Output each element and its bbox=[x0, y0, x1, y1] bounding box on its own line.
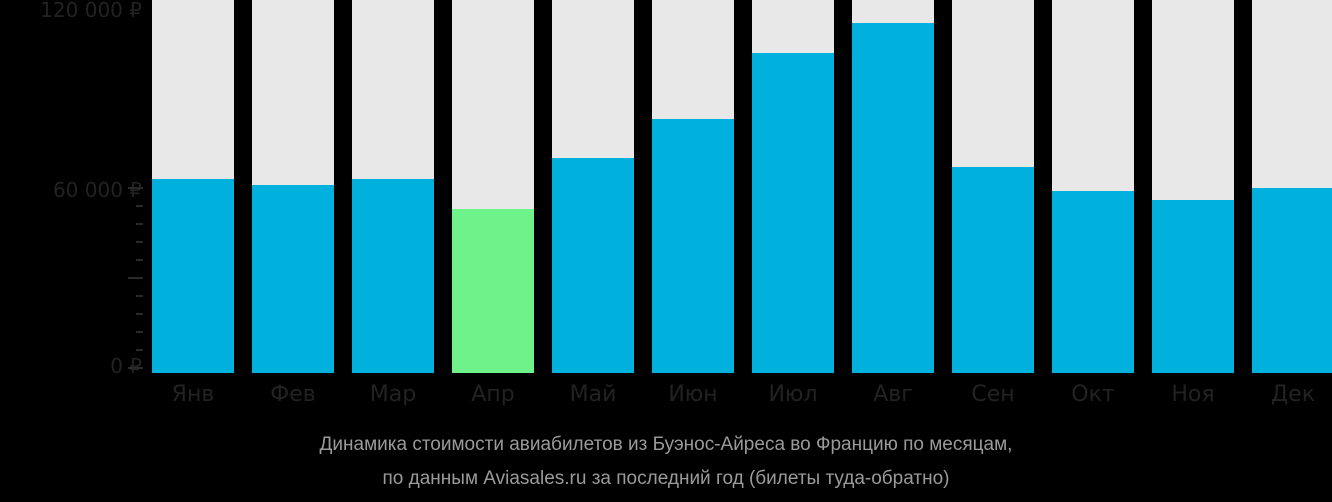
bar-8[interactable] bbox=[952, 167, 1034, 373]
y-axis-label-zero: 0 ₽ bbox=[110, 354, 142, 378]
x-axis-label: Дек bbox=[1270, 382, 1315, 407]
x-axis-label: Фев bbox=[270, 382, 316, 407]
y-axis-major-tick bbox=[128, 367, 143, 369]
y-axis-minor-tick bbox=[136, 259, 143, 261]
y-axis-minor-tick bbox=[136, 349, 143, 351]
chart-caption-line2: по данным Aviasales.ru за последний год … bbox=[382, 468, 950, 489]
x-axis-label: Июл bbox=[768, 382, 818, 407]
bar-9[interactable] bbox=[1052, 191, 1134, 373]
x-axis-label: Ноя bbox=[1171, 382, 1215, 407]
x-axis-label: Окт bbox=[1071, 382, 1115, 407]
y-axis-minor-tick bbox=[136, 241, 143, 243]
y-axis-minor-tick bbox=[136, 331, 143, 333]
x-axis-label: Сен bbox=[971, 382, 1015, 407]
y-axis-major-tick bbox=[128, 187, 143, 189]
bar-1[interactable] bbox=[252, 185, 334, 373]
y-axis-minor-tick bbox=[136, 205, 143, 207]
bar-0[interactable] bbox=[152, 179, 234, 373]
x-axis-label: Апр bbox=[471, 382, 515, 407]
bar-2[interactable] bbox=[352, 179, 434, 373]
y-axis-major-tick bbox=[128, 277, 143, 279]
y-axis-minor-tick bbox=[136, 313, 143, 315]
bar-4[interactable] bbox=[552, 158, 634, 373]
y-axis-minor-tick bbox=[136, 295, 143, 297]
bar-11[interactable] bbox=[1252, 188, 1332, 373]
y-axis-label-max: 120 000 ₽ bbox=[40, 0, 142, 22]
bar-5[interactable] bbox=[652, 119, 734, 373]
x-axis-label: Мар bbox=[369, 382, 417, 407]
bar-3[interactable] bbox=[452, 209, 534, 373]
x-axis-label: Май bbox=[569, 382, 617, 407]
x-axis-label: Июн bbox=[668, 382, 718, 407]
y-axis-label-mid: 60 000 ₽ bbox=[52, 178, 142, 202]
bar-10[interactable] bbox=[1152, 200, 1234, 373]
x-axis-label: Янв bbox=[171, 382, 215, 407]
chart-caption-line1: Динамика стоимости авиабилетов из Буэнос… bbox=[319, 434, 1013, 455]
bar-6[interactable] bbox=[752, 53, 834, 373]
x-axis-label: Авг bbox=[873, 382, 913, 407]
bar-7[interactable] bbox=[852, 23, 934, 373]
y-axis-minor-tick bbox=[136, 223, 143, 225]
